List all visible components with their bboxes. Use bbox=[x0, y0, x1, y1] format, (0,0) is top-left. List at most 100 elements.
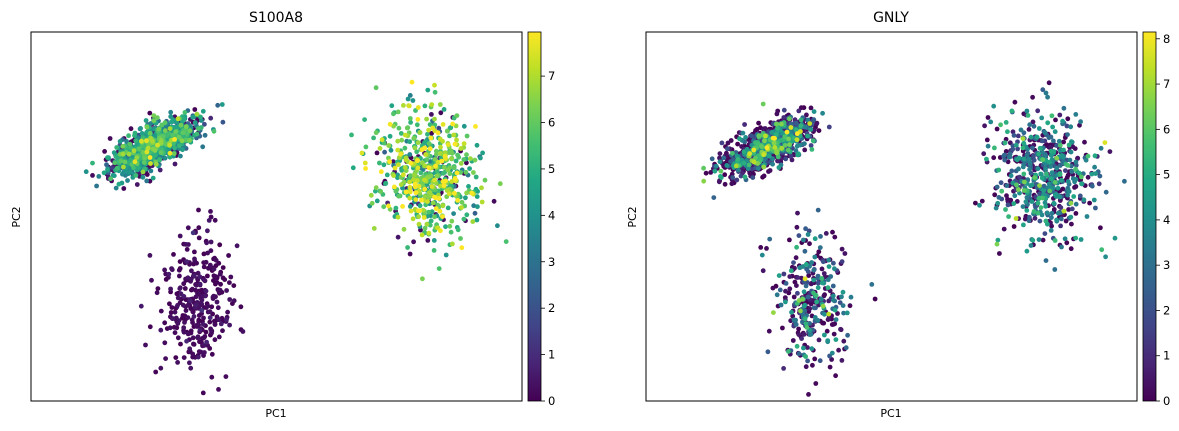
data-point bbox=[172, 137, 178, 142]
data-point bbox=[1042, 130, 1048, 136]
data-point bbox=[1024, 248, 1030, 254]
data-point bbox=[740, 130, 746, 136]
data-point bbox=[183, 308, 189, 313]
data-point bbox=[419, 232, 425, 238]
data-point bbox=[471, 170, 476, 175]
data-point bbox=[839, 358, 845, 363]
data-point bbox=[730, 150, 735, 156]
data-point bbox=[749, 133, 754, 139]
data-point bbox=[384, 172, 390, 178]
data-point bbox=[803, 364, 809, 370]
data-point bbox=[151, 118, 157, 124]
data-point bbox=[722, 172, 728, 178]
data-point bbox=[421, 215, 427, 220]
data-point bbox=[1011, 133, 1017, 138]
data-point bbox=[1004, 183, 1010, 189]
data-point bbox=[793, 322, 799, 327]
panel-gnly: GNLY PC1 PC2 0 1 2 3 4 5 6 7 8 bbox=[626, 10, 1170, 420]
data-point bbox=[832, 321, 838, 327]
data-point bbox=[1045, 94, 1050, 100]
data-point bbox=[794, 137, 800, 143]
data-point bbox=[438, 183, 443, 189]
data-point bbox=[794, 224, 800, 230]
data-point bbox=[452, 190, 457, 196]
data-point bbox=[206, 218, 212, 223]
data-point bbox=[231, 283, 237, 288]
data-point bbox=[396, 193, 401, 199]
data-point bbox=[1003, 207, 1008, 212]
data-point bbox=[992, 145, 997, 151]
data-point bbox=[1069, 221, 1074, 227]
data-point bbox=[438, 144, 443, 150]
data-point bbox=[350, 165, 356, 171]
data-point bbox=[796, 108, 802, 114]
data-point bbox=[802, 316, 808, 322]
data-point bbox=[1037, 218, 1043, 224]
data-point bbox=[1060, 186, 1066, 192]
data-point bbox=[1021, 156, 1027, 162]
data-point bbox=[416, 214, 421, 220]
data-point bbox=[818, 296, 824, 302]
data-point bbox=[393, 188, 399, 194]
data-point bbox=[174, 291, 180, 297]
data-point bbox=[1059, 244, 1064, 250]
data-point bbox=[195, 335, 201, 341]
data-point bbox=[1015, 146, 1020, 152]
data-point bbox=[126, 151, 132, 157]
data-point bbox=[162, 340, 168, 346]
data-point bbox=[168, 109, 174, 115]
data-point bbox=[132, 133, 137, 139]
data-point bbox=[118, 158, 124, 164]
data-point bbox=[1049, 215, 1054, 221]
data-point bbox=[817, 245, 823, 251]
data-point bbox=[1066, 189, 1072, 194]
data-point bbox=[204, 240, 210, 246]
data-point bbox=[1036, 126, 1042, 131]
data-point bbox=[820, 303, 826, 309]
data-point bbox=[433, 206, 439, 212]
data-point bbox=[424, 221, 430, 227]
data-point bbox=[208, 239, 214, 245]
data-point bbox=[832, 234, 838, 240]
data-point bbox=[187, 360, 192, 366]
data-point bbox=[1092, 153, 1098, 159]
data-point bbox=[798, 308, 803, 314]
data-point bbox=[108, 176, 113, 182]
data-point bbox=[1102, 140, 1108, 146]
data-point bbox=[806, 273, 812, 278]
data-point bbox=[829, 357, 834, 362]
data-point bbox=[1092, 164, 1097, 170]
data-point bbox=[194, 111, 200, 117]
data-point bbox=[1024, 208, 1030, 213]
data-point bbox=[811, 109, 817, 114]
data-point bbox=[231, 298, 237, 304]
data-point bbox=[994, 241, 1000, 247]
data-point bbox=[422, 177, 427, 183]
data-point bbox=[143, 342, 148, 348]
data-point bbox=[1112, 235, 1118, 241]
data-point bbox=[808, 127, 814, 132]
data-point bbox=[1046, 80, 1052, 86]
data-point bbox=[187, 138, 193, 143]
data-point bbox=[1028, 243, 1034, 248]
data-point bbox=[1058, 205, 1064, 211]
data-point bbox=[162, 267, 168, 273]
data-point bbox=[415, 105, 421, 110]
data-point bbox=[461, 216, 467, 222]
data-point bbox=[1054, 155, 1060, 161]
data-point bbox=[1079, 174, 1084, 180]
data-point bbox=[185, 315, 191, 320]
data-point bbox=[190, 335, 196, 341]
data-point bbox=[433, 163, 438, 169]
colorbar-tick-label: 4 bbox=[548, 208, 555, 222]
data-point bbox=[812, 254, 818, 260]
data-point bbox=[463, 169, 469, 175]
data-point bbox=[782, 134, 788, 140]
data-point bbox=[1057, 194, 1063, 200]
data-point bbox=[218, 281, 224, 287]
data-point bbox=[701, 165, 706, 171]
data-point bbox=[96, 174, 102, 179]
data-point bbox=[440, 214, 445, 220]
data-point bbox=[1038, 146, 1043, 151]
data-point bbox=[1103, 189, 1109, 195]
